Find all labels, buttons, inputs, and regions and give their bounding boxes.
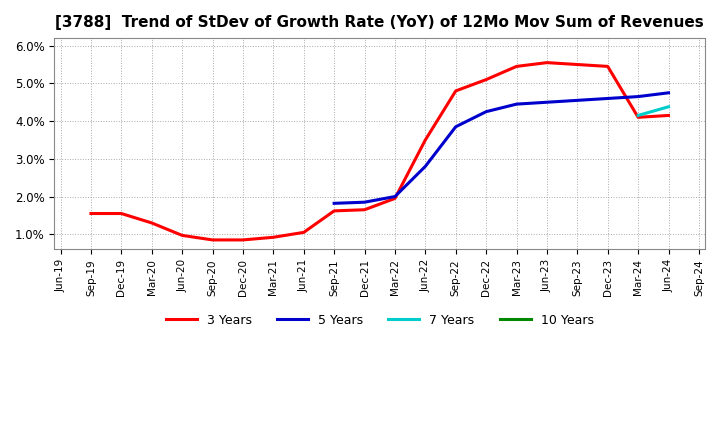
3 Years	[148, 220, 156, 226]
7 Years	[634, 113, 642, 118]
3 Years	[634, 115, 642, 120]
Line: 3 Years: 3 Years	[91, 62, 669, 240]
5 Years	[451, 124, 460, 129]
3 Years	[300, 230, 308, 235]
3 Years	[178, 233, 186, 238]
5 Years	[512, 102, 521, 107]
3 Years	[269, 235, 278, 240]
5 Years	[573, 98, 582, 103]
Line: 5 Years: 5 Years	[334, 93, 669, 203]
5 Years	[421, 164, 430, 169]
3 Years	[360, 207, 369, 213]
3 Years	[482, 77, 490, 82]
3 Years	[543, 60, 552, 65]
3 Years	[665, 113, 673, 118]
7 Years	[665, 104, 673, 110]
5 Years	[665, 90, 673, 95]
3 Years	[573, 62, 582, 67]
5 Years	[391, 194, 400, 199]
3 Years	[451, 88, 460, 94]
3 Years	[391, 196, 400, 201]
3 Years	[603, 64, 612, 69]
3 Years	[117, 211, 126, 216]
3 Years	[208, 237, 217, 242]
5 Years	[360, 200, 369, 205]
Legend: 3 Years, 5 Years, 7 Years, 10 Years: 3 Years, 5 Years, 7 Years, 10 Years	[161, 309, 599, 332]
3 Years	[512, 64, 521, 69]
3 Years	[330, 208, 338, 213]
5 Years	[330, 201, 338, 206]
5 Years	[482, 109, 490, 114]
5 Years	[634, 94, 642, 99]
5 Years	[543, 99, 552, 105]
Line: 7 Years: 7 Years	[638, 107, 669, 115]
3 Years	[238, 237, 247, 242]
5 Years	[603, 96, 612, 101]
3 Years	[421, 137, 430, 143]
3 Years	[86, 211, 95, 216]
Title: [3788]  Trend of StDev of Growth Rate (YoY) of 12Mo Mov Sum of Revenues: [3788] Trend of StDev of Growth Rate (Yo…	[55, 15, 704, 30]
